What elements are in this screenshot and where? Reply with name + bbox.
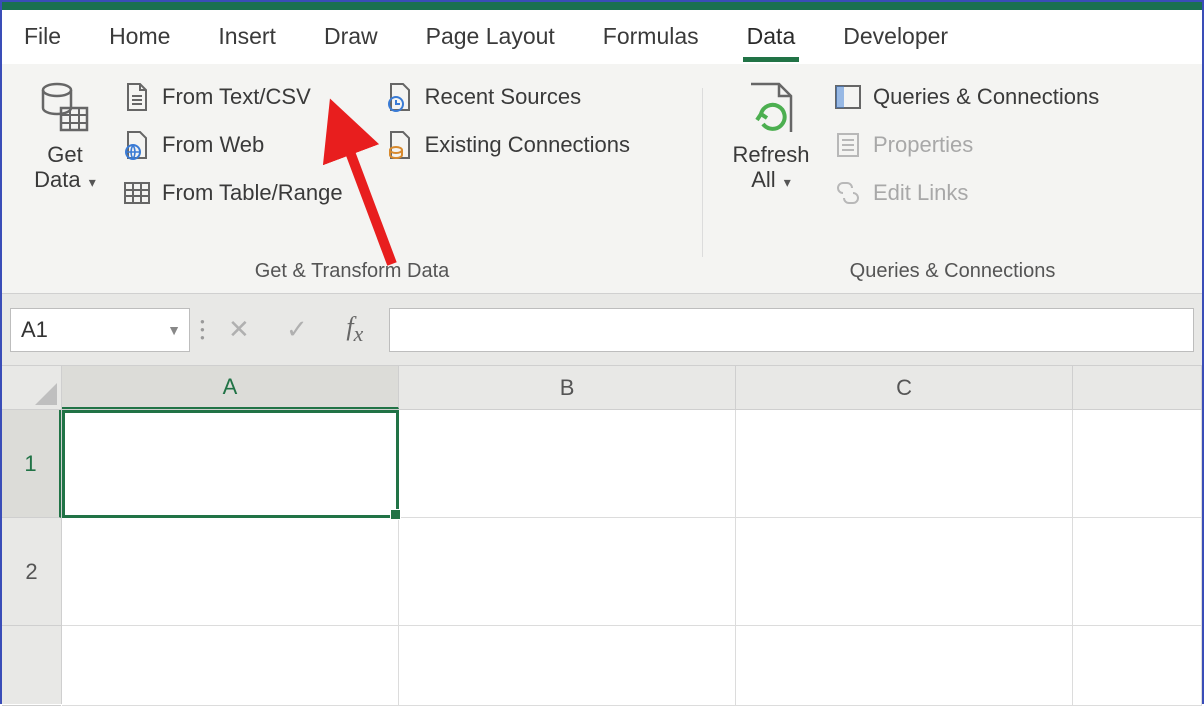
recent-sources-button[interactable]: Recent Sources — [385, 82, 630, 112]
connection-file-icon — [385, 130, 415, 160]
group-label-queries-connections: Queries & Connections — [721, 252, 1184, 293]
from-text-csv-label: From Text/CSV — [162, 84, 311, 110]
from-web-label: From Web — [162, 132, 264, 158]
tab-data[interactable]: Data — [743, 15, 800, 60]
chevron-down-icon: ▾ — [784, 174, 791, 190]
formula-input[interactable] — [389, 308, 1194, 352]
spreadsheet-grid: A B C 1 2 — [2, 366, 1202, 704]
formula-bar: A1 ▼ ●●● ✕ ✓ fx — [2, 294, 1202, 366]
cell-b2[interactable] — [399, 518, 736, 626]
ribbon: Get Data ▾ From Text/CSV — [2, 64, 1202, 294]
web-file-icon — [122, 130, 152, 160]
row-header-1[interactable]: 1 — [2, 410, 61, 518]
tab-developer[interactable]: Developer — [839, 15, 952, 60]
tab-page-layout[interactable]: Page Layout — [422, 15, 559, 60]
cell-c3[interactable] — [736, 626, 1073, 706]
tab-draw[interactable]: Draw — [320, 15, 382, 60]
cell-b3[interactable] — [399, 626, 736, 706]
enter-formula-button: ✓ — [273, 308, 321, 352]
tab-file[interactable]: File — [20, 15, 65, 60]
edit-links-button: Edit Links — [833, 178, 1099, 208]
from-web-button[interactable]: From Web — [122, 130, 343, 160]
recent-file-icon — [385, 82, 415, 112]
get-data-label-2: Data — [34, 167, 80, 192]
cell-d2[interactable] — [1073, 518, 1202, 626]
cell-d1[interactable] — [1073, 410, 1202, 518]
name-box-value: A1 — [21, 317, 48, 343]
properties-icon — [833, 130, 863, 160]
from-table-range-label: From Table/Range — [162, 180, 343, 206]
cell-a1[interactable] — [62, 410, 399, 518]
table-icon — [122, 178, 152, 208]
existing-connections-label: Existing Connections — [425, 132, 630, 158]
existing-connections-button[interactable]: Existing Connections — [385, 130, 630, 160]
recent-sources-label: Recent Sources — [425, 84, 582, 110]
group-queries-connections: Refresh All ▾ Queries & Connections — [703, 76, 1202, 293]
row-headers: 1 2 — [2, 410, 62, 704]
fx-icon: fx — [346, 312, 363, 347]
database-grid-icon — [37, 80, 93, 136]
window-titlebar — [2, 2, 1202, 10]
ribbon-tabs: File Home Insert Draw Page Layout Formul… — [2, 10, 1202, 64]
refresh-icon — [743, 80, 799, 136]
cell-b1[interactable] — [399, 410, 736, 518]
properties-label: Properties — [873, 132, 973, 158]
queries-connections-label: Queries & Connections — [873, 84, 1099, 110]
from-table-range-button[interactable]: From Table/Range — [122, 178, 343, 208]
row-header-3[interactable] — [2, 626, 61, 706]
from-text-csv-button[interactable]: From Text/CSV — [122, 82, 343, 112]
cell-d3[interactable] — [1073, 626, 1202, 706]
column-header-c[interactable]: C — [736, 366, 1073, 409]
edit-links-label: Edit Links — [873, 180, 968, 206]
cancel-formula-button: ✕ — [215, 308, 263, 352]
chevron-down-icon: ▾ — [89, 174, 96, 190]
refresh-all-button[interactable]: Refresh All ▾ — [721, 76, 821, 193]
tab-insert[interactable]: Insert — [214, 15, 280, 60]
text-file-icon — [122, 82, 152, 112]
get-data-label-1: Get — [47, 142, 82, 167]
group-get-transform-data: Get Data ▾ From Text/CSV — [2, 76, 702, 293]
column-header-b[interactable]: B — [399, 366, 736, 409]
tab-home[interactable]: Home — [105, 15, 174, 60]
tab-formulas[interactable]: Formulas — [599, 15, 703, 60]
row-header-2[interactable]: 2 — [2, 518, 61, 626]
select-all-corner[interactable] — [2, 366, 62, 410]
name-box[interactable]: A1 ▼ — [10, 308, 190, 352]
cell-c2[interactable] — [736, 518, 1073, 626]
insert-function-button[interactable]: fx — [331, 308, 379, 352]
cell-a2[interactable] — [62, 518, 399, 626]
get-data-button[interactable]: Get Data ▾ — [20, 76, 110, 193]
panel-icon — [833, 82, 863, 112]
group-label-get-transform: Get & Transform Data — [20, 252, 684, 293]
properties-button: Properties — [833, 130, 1099, 160]
column-header-a[interactable]: A — [62, 366, 399, 409]
column-headers: A B C — [62, 366, 1202, 410]
column-header-d[interactable] — [1073, 366, 1202, 409]
cell-a3[interactable] — [62, 626, 399, 706]
drag-handle-icon[interactable]: ●●● — [200, 319, 205, 341]
chevron-down-icon: ▼ — [167, 322, 181, 338]
cells-area — [62, 410, 1202, 704]
link-icon — [833, 178, 863, 208]
cell-c1[interactable] — [736, 410, 1073, 518]
refresh-all-label-1: Refresh — [732, 142, 809, 167]
queries-connections-button[interactable]: Queries & Connections — [833, 82, 1099, 112]
refresh-all-label-2: All — [751, 167, 775, 192]
